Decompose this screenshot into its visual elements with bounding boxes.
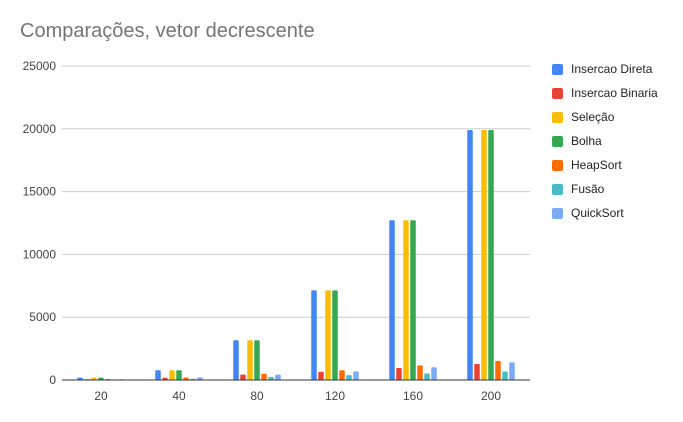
bar <box>424 373 430 380</box>
bar <box>176 370 182 380</box>
legend-label: Bolha <box>571 134 602 148</box>
legend-label: Fusão <box>571 182 605 196</box>
bar <box>353 371 359 380</box>
chart-title: Comparações, vetor decrescente <box>20 20 315 42</box>
legend-item: Seleção <box>552 105 658 129</box>
bar <box>311 290 317 380</box>
bar <box>502 371 508 380</box>
legend-swatch <box>552 159 563 171</box>
bar <box>197 377 203 380</box>
bar <box>183 377 189 380</box>
bar <box>98 377 104 380</box>
y-tick-label: 10000 <box>23 247 57 261</box>
bar <box>481 130 487 380</box>
x-tick-label: 20 <box>94 389 108 403</box>
y-tick-label: 25000 <box>23 59 57 73</box>
legend-item: HeapSort <box>552 153 658 177</box>
bar <box>431 367 437 380</box>
bar <box>495 360 501 380</box>
x-tick-label: 80 <box>250 389 264 403</box>
bar <box>396 367 402 380</box>
bar <box>346 375 352 380</box>
bar <box>91 377 97 380</box>
bar <box>169 370 175 380</box>
bar <box>403 220 409 380</box>
y-tick-label: 20000 <box>23 122 57 136</box>
bar <box>417 365 423 380</box>
legend-label: Seleção <box>571 110 615 124</box>
legend-label: HeapSort <box>571 158 622 172</box>
bar <box>162 377 168 380</box>
bar <box>318 371 324 380</box>
bar <box>240 374 246 380</box>
bar <box>233 340 239 380</box>
bar <box>339 370 345 380</box>
bar <box>275 374 281 380</box>
legend-swatch <box>552 111 563 123</box>
bar <box>467 130 473 380</box>
x-tick-label: 200 <box>481 389 501 403</box>
x-tick-label: 120 <box>325 389 345 403</box>
bar <box>389 220 395 380</box>
legend-swatch <box>552 183 563 195</box>
legend-item: Insercao Direta <box>552 57 658 81</box>
legend-item: Insercao Binaria <box>552 81 658 105</box>
bar <box>254 340 260 380</box>
bar <box>325 290 331 380</box>
bar <box>268 376 274 380</box>
legend-item: QuickSort <box>552 201 658 225</box>
bar <box>474 363 480 380</box>
legend-item: Fusão <box>552 177 658 201</box>
bar <box>247 340 253 380</box>
legend-swatch <box>552 207 563 219</box>
legend-label: QuickSort <box>571 206 624 220</box>
chart-legend: Insercao Direta Insercao Binaria Seleção Bo… <box>552 57 658 225</box>
legend-label: Insercao Direta <box>571 62 653 76</box>
bar <box>410 220 416 380</box>
y-tick-label: 15000 <box>23 185 57 199</box>
bar <box>155 370 161 380</box>
bar <box>332 290 338 380</box>
legend-item: Bolha <box>552 129 658 153</box>
y-tick-label: 0 <box>49 373 56 387</box>
x-tick-label: 160 <box>403 389 423 403</box>
bar <box>77 377 83 380</box>
bar <box>488 130 494 380</box>
bar <box>261 373 267 380</box>
x-tick-label: 40 <box>172 389 186 403</box>
y-tick-label: 5000 <box>29 310 56 324</box>
legend-swatch <box>552 87 563 99</box>
legend-swatch <box>552 63 563 75</box>
bar <box>509 362 515 380</box>
legend-label: Insercao Binaria <box>571 86 658 100</box>
legend-swatch <box>552 135 563 147</box>
